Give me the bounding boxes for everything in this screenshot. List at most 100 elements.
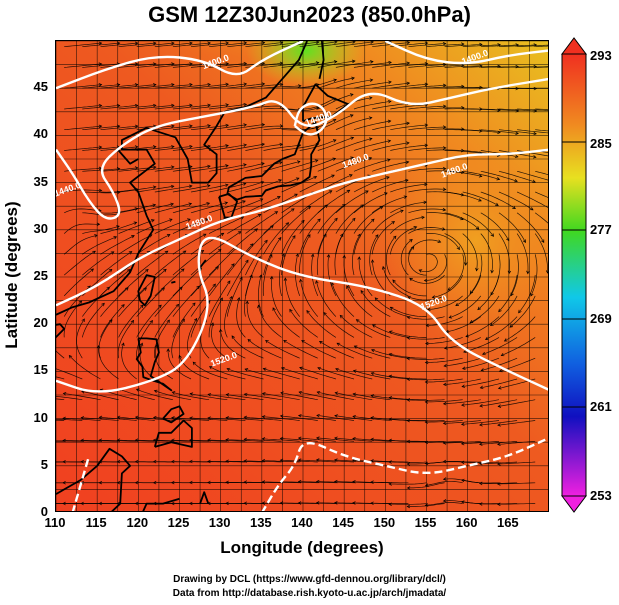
wind-arrowhead — [498, 368, 503, 373]
streamline — [389, 503, 427, 505]
streamline — [444, 191, 482, 202]
streamline — [82, 42, 120, 48]
wind-arrowhead — [225, 82, 230, 87]
wind-arrowhead — [189, 41, 193, 45]
wind-arrowhead — [207, 164, 211, 169]
streamline — [299, 158, 336, 172]
wind-arrowhead — [352, 41, 356, 44]
streamline — [427, 295, 463, 310]
streamline — [227, 162, 265, 172]
streamline — [390, 201, 427, 214]
streamline — [136, 84, 175, 89]
streamline — [461, 420, 500, 425]
wind-arrowhead — [442, 146, 447, 150]
wind-arrowhead — [80, 416, 85, 420]
wind-arrowhead — [352, 369, 357, 373]
x-tick-label: 120 — [126, 515, 149, 530]
wind-arrowhead — [315, 106, 320, 110]
streamline — [465, 316, 500, 337]
wind-arrowhead — [188, 184, 193, 188]
wind-arrowhead — [315, 280, 319, 284]
wind-arrowhead — [368, 116, 373, 120]
wind-arrowhead — [424, 360, 429, 365]
streamline — [517, 66, 548, 68]
streamline — [100, 105, 138, 110]
streamline — [352, 234, 361, 276]
wind-arrowhead — [314, 159, 319, 163]
wind-arrowhead — [465, 334, 470, 338]
streamline — [154, 145, 193, 151]
streamline — [485, 316, 518, 340]
wind-arrowhead — [149, 320, 153, 324]
wind-arrowhead — [265, 339, 269, 344]
streamline — [335, 117, 372, 131]
wind-arrowhead — [510, 292, 514, 297]
wind-arrowhead — [192, 361, 197, 366]
y-tick-label: 35 — [33, 173, 48, 189]
wind-arrowhead — [98, 62, 103, 66]
height-contour — [71, 456, 91, 511]
streamline — [317, 391, 355, 401]
streamline — [317, 60, 355, 68]
wind-arrowhead — [116, 415, 121, 419]
wind-arrowhead — [406, 61, 411, 65]
streamline — [136, 166, 174, 172]
streamline — [190, 165, 229, 172]
wind-arrowhead — [388, 352, 393, 357]
streamline — [426, 43, 464, 48]
wind-arrowhead — [295, 177, 300, 181]
streamline — [534, 233, 548, 273]
streamline — [263, 237, 282, 276]
wind-arrowhead — [116, 459, 121, 464]
streamline — [209, 83, 247, 89]
map-plot-area: 1440.0 1480.0 1480.0 1520.0 1520.0 1480.0 1440… — [55, 40, 549, 512]
wind-arrowhead — [189, 392, 194, 396]
wind-arrowhead — [283, 277, 288, 281]
y-tick-label: 25 — [33, 268, 48, 283]
streamline — [227, 228, 258, 255]
wind-arrowhead — [152, 165, 157, 170]
wind-arrowhead — [301, 219, 305, 224]
streamline — [317, 137, 354, 151]
streamline — [63, 268, 94, 297]
streamline — [172, 185, 210, 193]
streamline — [154, 319, 170, 359]
streamline — [424, 254, 447, 281]
streamline — [497, 482, 536, 485]
wind-arrowhead — [101, 302, 105, 307]
streamline — [136, 104, 175, 110]
wind-arrowhead — [279, 82, 284, 87]
wind-arrowhead — [205, 218, 209, 222]
colorbar — [561, 37, 587, 513]
wind-arrowhead — [257, 304, 261, 309]
wind-arrowhead — [113, 236, 118, 240]
streamline — [498, 399, 536, 407]
streamline — [299, 174, 335, 193]
wind-arrowhead — [384, 192, 388, 196]
streamline — [172, 285, 200, 317]
wind-arrowhead — [164, 250, 169, 255]
streamline — [447, 254, 465, 291]
streamline — [227, 143, 265, 151]
wind-arrowhead — [484, 336, 489, 340]
wind-arrowhead — [352, 392, 357, 397]
wind-arrowhead — [243, 123, 248, 127]
wind-arrowhead — [323, 311, 327, 316]
streamline — [510, 254, 519, 296]
streamline — [299, 61, 337, 68]
wind-arrowhead — [406, 336, 411, 340]
wind-arrowhead — [506, 237, 510, 242]
streamline — [121, 342, 137, 380]
wind-arrowhead — [170, 459, 175, 464]
streamline — [534, 212, 548, 224]
streamline — [56, 395, 83, 401]
streamline — [372, 179, 409, 193]
wind-arrowhead — [317, 218, 321, 222]
wind-arrowhead — [514, 178, 518, 183]
wind-arrowhead — [243, 459, 247, 463]
wind-arrowhead — [279, 161, 283, 165]
wind-arrowhead — [475, 267, 479, 272]
wind-arrowhead — [196, 285, 200, 290]
streamline — [82, 105, 120, 110]
streamline — [353, 140, 391, 151]
